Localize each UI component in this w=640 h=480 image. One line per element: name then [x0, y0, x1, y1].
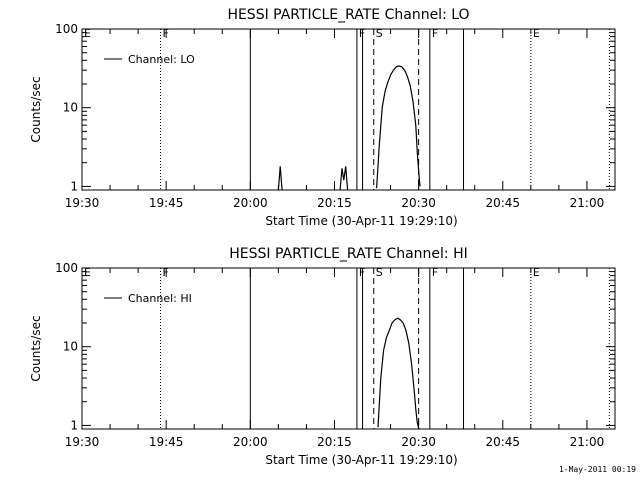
y-axis-label: Counts/sec	[29, 315, 43, 381]
y-axis-label: Counts/sec	[29, 76, 43, 142]
event-marker-label: F	[432, 266, 438, 279]
x-tick-label: 19:45	[149, 196, 184, 210]
x-tick-label: 20:45	[485, 196, 520, 210]
event-marker-label: E	[533, 27, 540, 40]
y-tick-label: 1	[70, 418, 78, 432]
event-marker-label: F	[163, 27, 169, 40]
x-tick-label: 20:15	[317, 435, 352, 449]
x-axis-label: Start Time (30-Apr-11 19:29:10)	[265, 453, 457, 467]
x-tick-label: 21:00	[570, 435, 605, 449]
plot-frame	[81, 267, 616, 430]
footer-timestamp: 1-May-2011 00:19	[558, 465, 636, 474]
x-tick-label: 20:30	[401, 196, 436, 210]
event-marker-label: F	[163, 266, 169, 279]
plot-frame	[81, 28, 616, 191]
series-line-segment	[339, 166, 349, 191]
x-tick-label: 19:45	[149, 435, 184, 449]
chart-panel-2: HESSI PARTICLE_RATE Channel: HI Counts/se…	[29, 246, 616, 467]
y-tick-label: 100	[55, 261, 78, 275]
legend-label: Channel: LO	[128, 53, 195, 66]
x-tick-label: 20:00	[233, 435, 268, 449]
x-tick-label: 20:00	[233, 196, 268, 210]
y-tick-label: 10	[63, 340, 78, 354]
y-tick-label: 1	[70, 179, 78, 193]
chart-title: HESSI PARTICLE_RATE Channel: HI	[229, 246, 467, 262]
event-marker-label: E	[84, 266, 91, 279]
event-marker-label: S	[376, 27, 383, 40]
y-tick-label: 100	[55, 22, 78, 36]
event-marker-label: S	[376, 266, 383, 279]
legend-label: Channel: HI	[128, 292, 192, 305]
series-line-segment	[277, 166, 283, 191]
series-line-segment	[376, 65, 421, 189]
y-tick-label: 10	[63, 101, 78, 115]
x-tick-label: 19:30	[65, 435, 100, 449]
x-axis-label: Start Time (30-Apr-11 19:29:10)	[265, 214, 457, 228]
event-marker-label: E	[84, 27, 91, 40]
x-tick-label: 19:30	[65, 196, 100, 210]
event-marker-label: E	[533, 266, 540, 279]
x-tick-label: 20:45	[485, 435, 520, 449]
chart-title: HESSI PARTICLE_RATE Channel: LO	[227, 7, 469, 23]
x-tick-label: 21:00	[570, 196, 605, 210]
event-marker-label: F	[432, 27, 438, 40]
x-tick-label: 20:15	[317, 196, 352, 210]
x-tick-label: 20:30	[401, 435, 436, 449]
chart-panel-1: HESSI PARTICLE_RATE Channel: LO Counts/se…	[29, 7, 616, 228]
series-line-segment	[377, 317, 420, 429]
